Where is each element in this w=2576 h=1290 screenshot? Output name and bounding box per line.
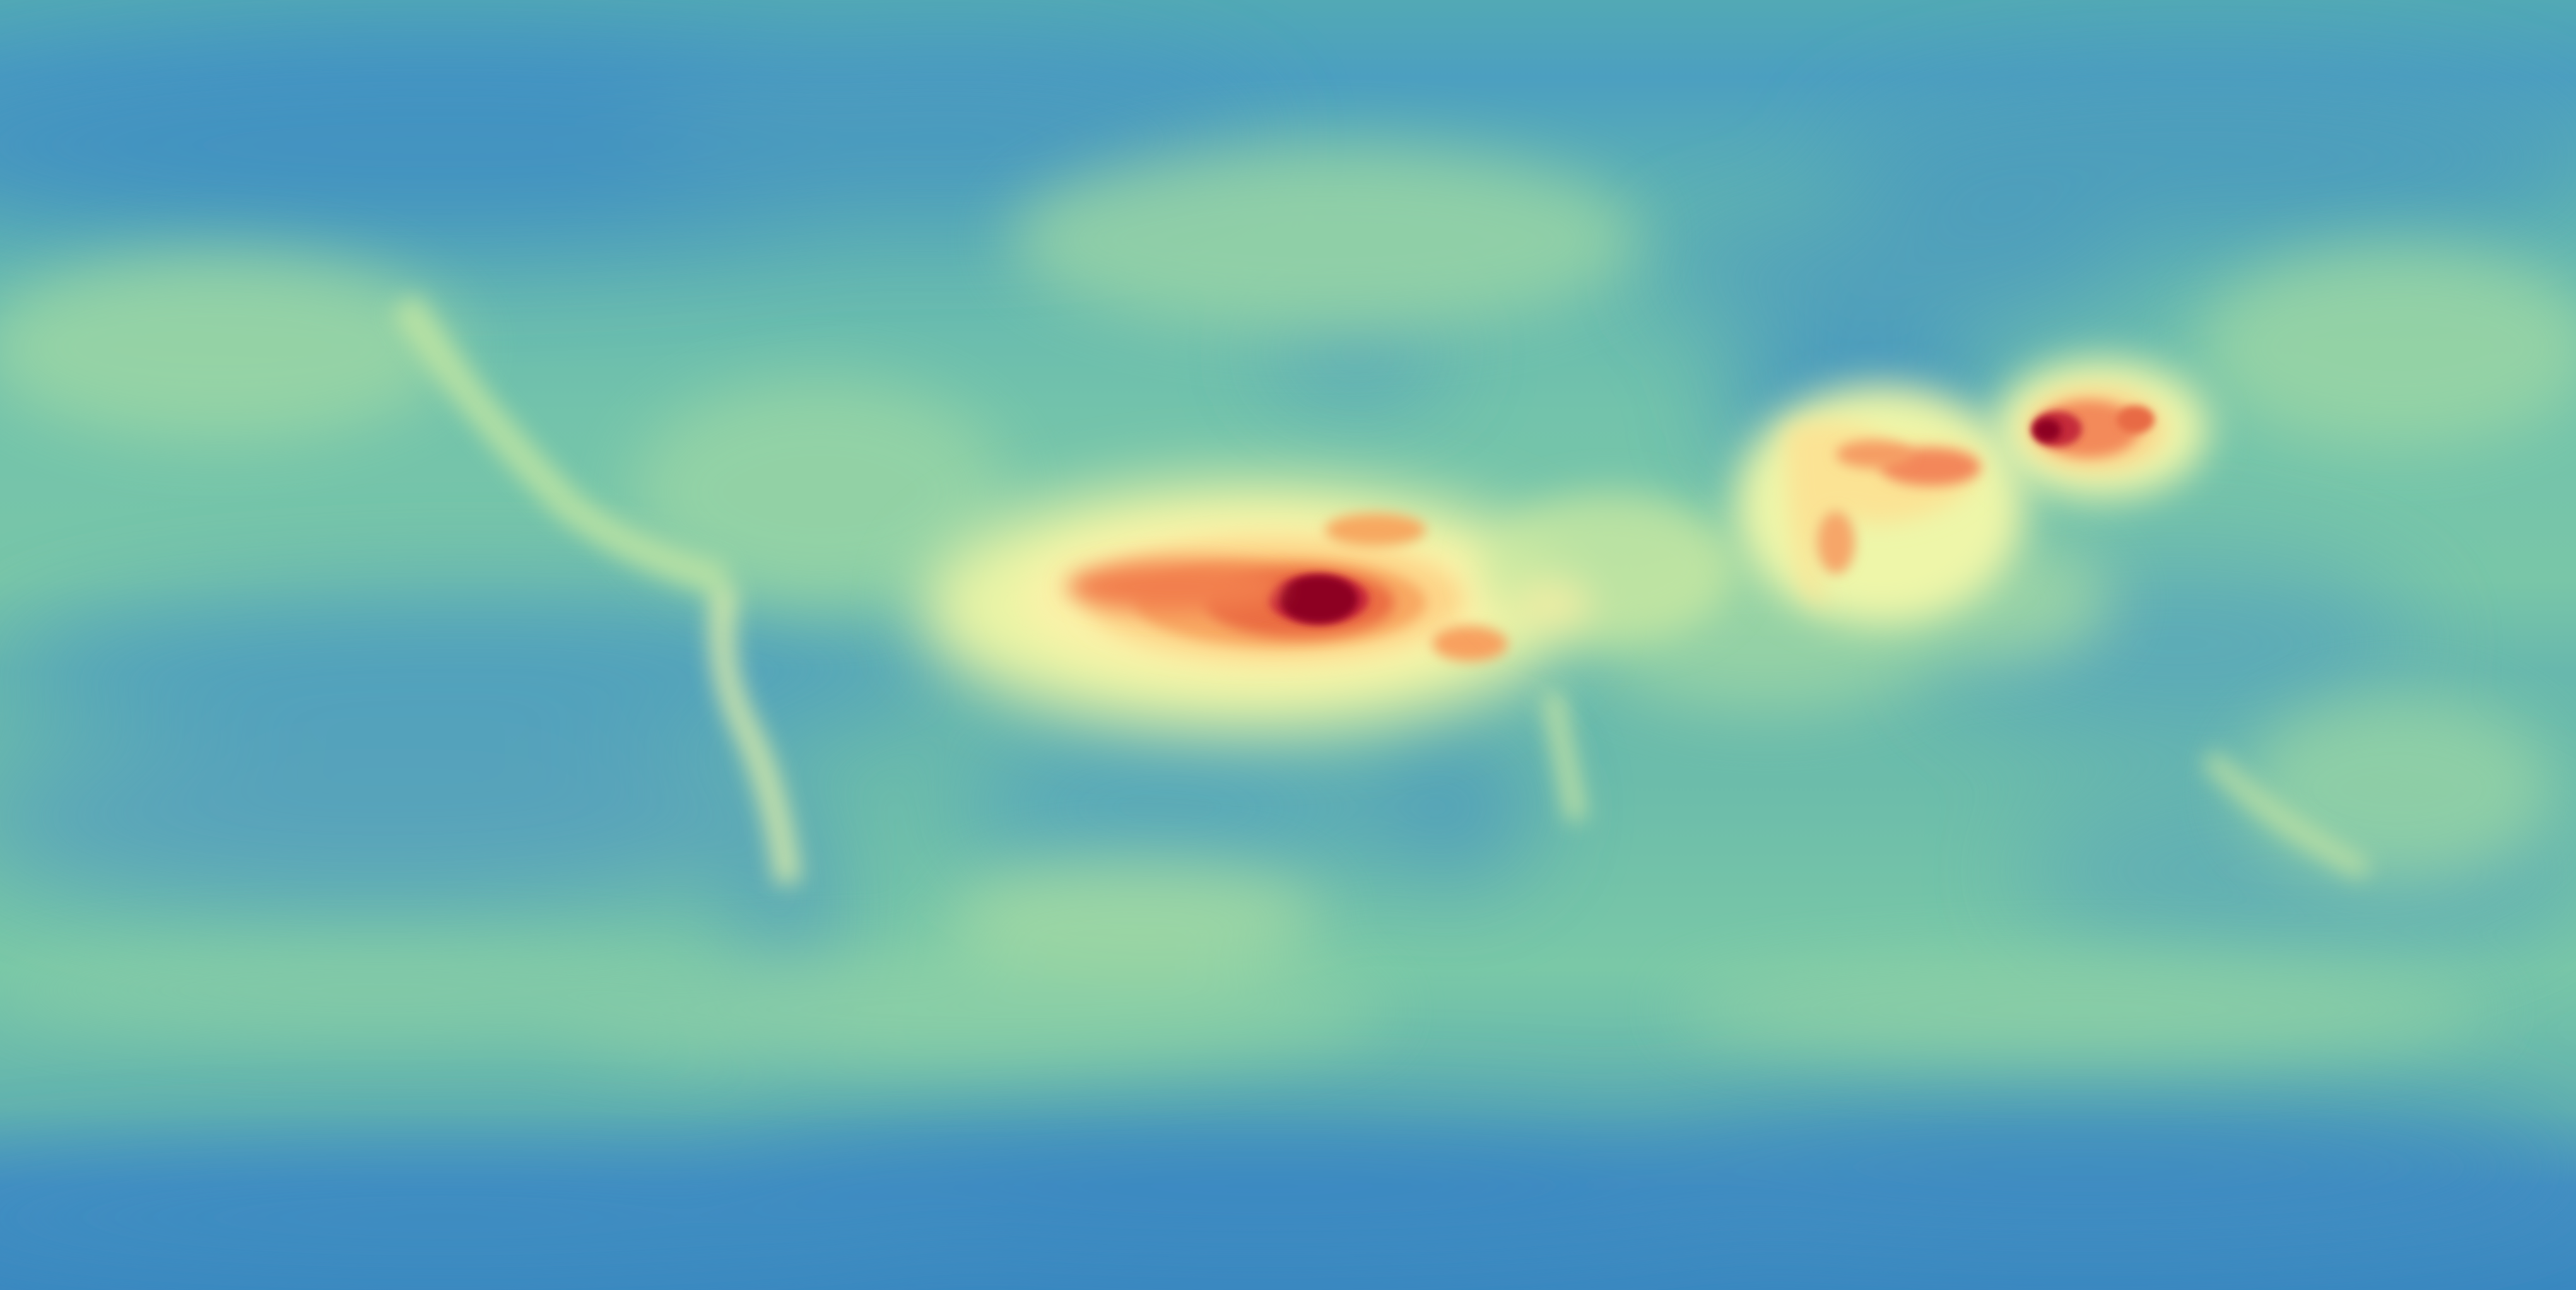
- east-china-hotspot: [1994, 360, 2208, 498]
- saharan-dust-plume: [921, 479, 1577, 732]
- coastal-highlights: [391, 294, 2371, 885]
- moderate-concentration-layer: [0, 145, 2576, 1066]
- indo-gangetic-plain-hotspot: [1735, 385, 2025, 624]
- arabian-band: [1483, 492, 1735, 643]
